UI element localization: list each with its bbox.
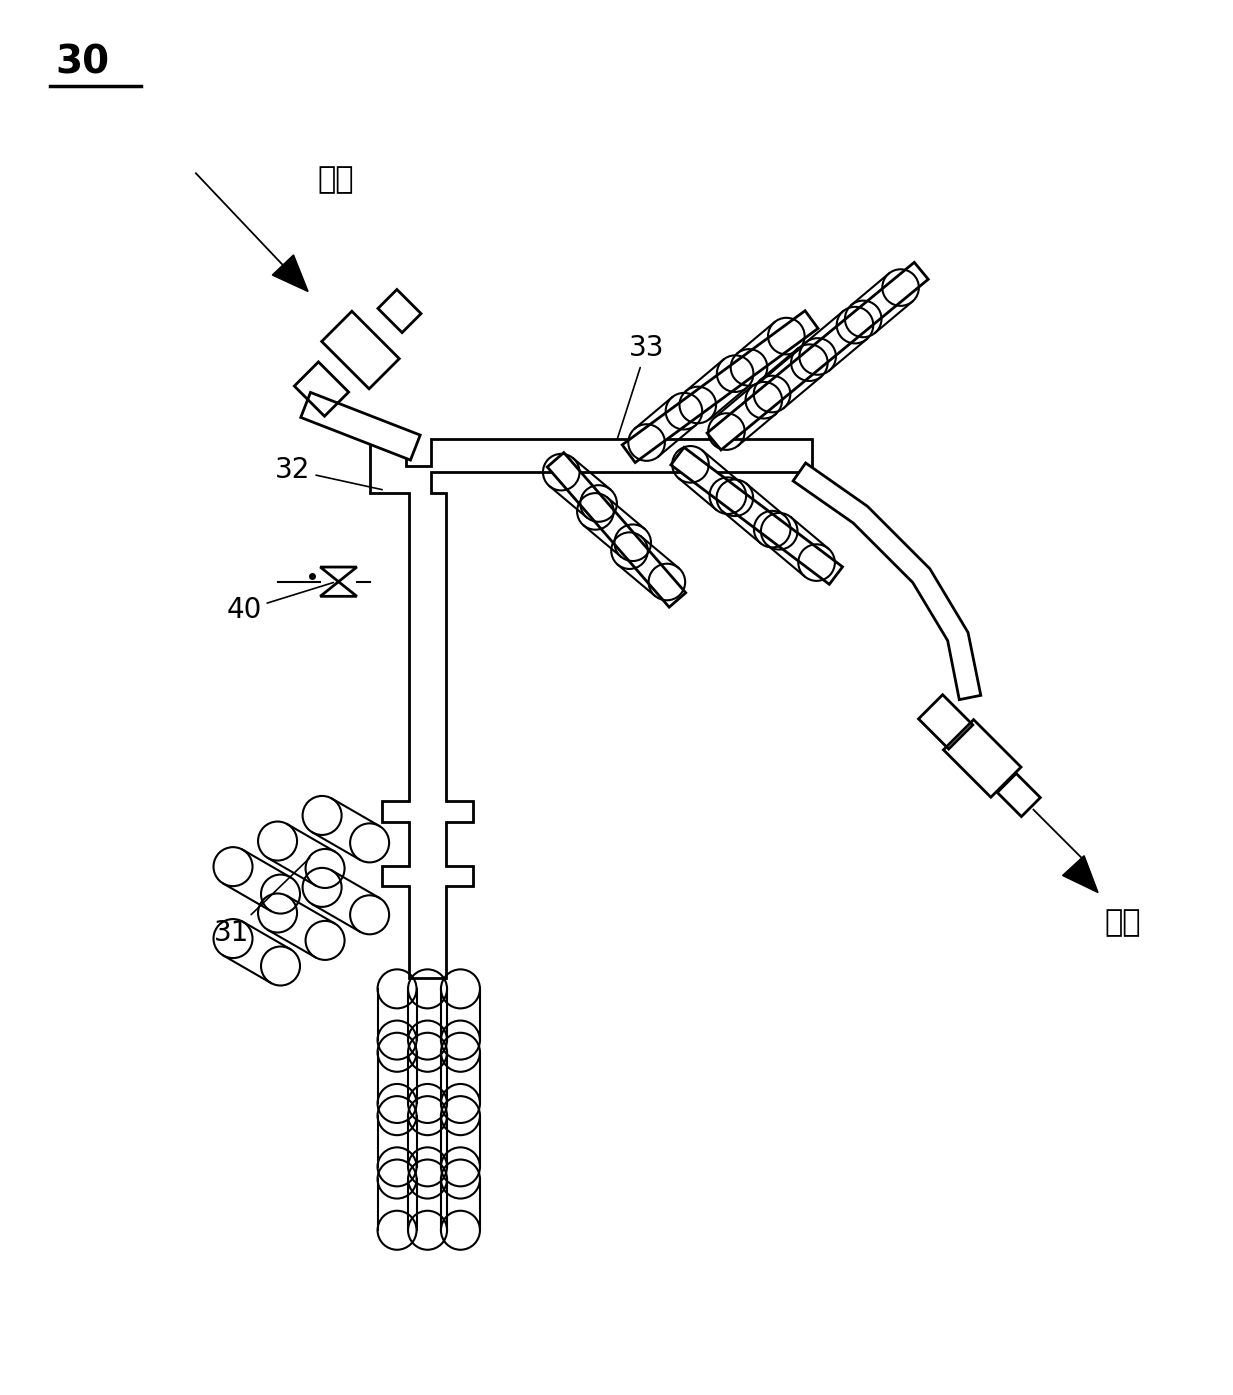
Text: 32: 32 <box>275 456 382 490</box>
Polygon shape <box>707 262 928 451</box>
Text: 总出: 总出 <box>1104 908 1141 937</box>
Polygon shape <box>547 452 686 607</box>
Text: 30: 30 <box>55 43 110 82</box>
Polygon shape <box>793 463 980 700</box>
Polygon shape <box>1063 855 1099 893</box>
Text: 33: 33 <box>618 335 665 439</box>
Polygon shape <box>623 311 817 463</box>
Polygon shape <box>370 431 811 978</box>
Polygon shape <box>272 255 308 292</box>
Text: 31: 31 <box>215 858 309 947</box>
Polygon shape <box>671 448 842 585</box>
Text: 总进: 总进 <box>318 165 354 194</box>
Text: 40: 40 <box>227 583 333 624</box>
Polygon shape <box>301 392 420 460</box>
